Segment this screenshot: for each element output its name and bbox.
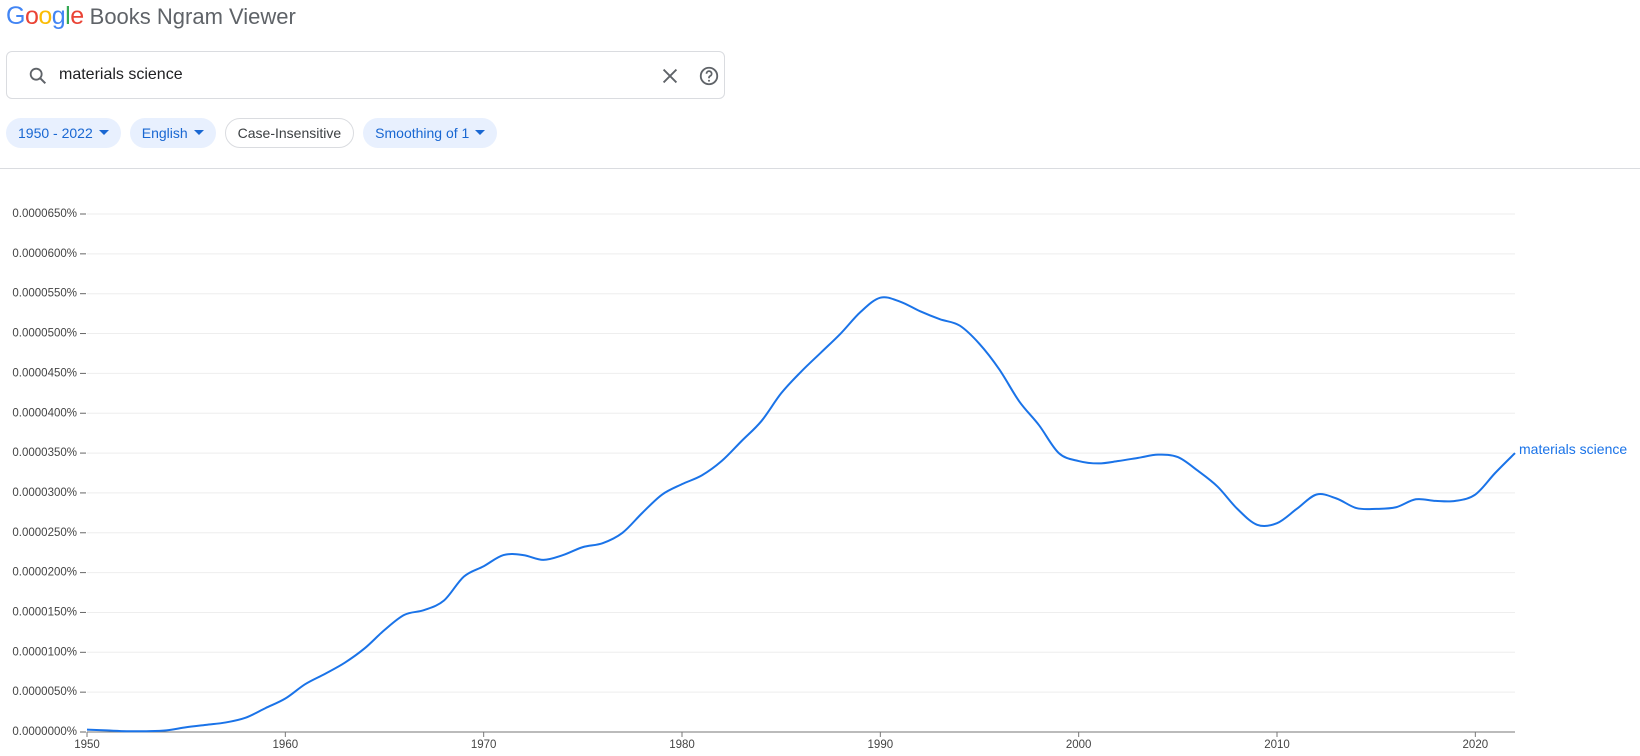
y-tick-label: 0.0000200%	[12, 567, 77, 579]
search-icon	[29, 67, 47, 85]
y-tick-label: 0.0000100%	[12, 646, 77, 658]
dropdown-arrow	[475, 130, 486, 135]
dropdown-arrow	[193, 130, 204, 135]
x-tick-label: 1970	[471, 739, 497, 751]
y-tick-label: 0.0000350%	[12, 447, 77, 459]
clear-button[interactable]	[659, 65, 681, 87]
search-box[interactable]: materials science	[6, 51, 725, 99]
x-tick-label: 2000	[1066, 739, 1092, 751]
filter-chips: 1950 - 2022 English Case-Insensitive Smo…	[6, 118, 498, 148]
y-tick-label: 0.0000400%	[12, 407, 77, 419]
y-tick-label: 0.0000450%	[12, 367, 77, 379]
logo-letter: o	[38, 2, 52, 30]
y-tick-label: 0.0000000%	[12, 726, 77, 738]
series-line	[86, 296, 1516, 733]
x-tick-label: 1980	[669, 739, 695, 751]
y-tick-label: 0.0000250%	[12, 527, 77, 539]
x-tick-label: 1950	[74, 739, 100, 751]
help-button[interactable]	[698, 65, 720, 87]
y-tick-label: 0.0000050%	[12, 686, 77, 698]
case-chip[interactable]: Case-Insensitive	[224, 118, 355, 148]
logo-word: Google	[6, 2, 84, 30]
logo-letter: o	[24, 2, 39, 30]
chip-label: English	[141, 125, 188, 141]
x-tick-label: 2010	[1264, 739, 1290, 751]
x-tick-label: 1990	[868, 739, 894, 751]
chip-label: Smoothing of 1	[375, 125, 470, 141]
search-query[interactable]: materials science	[59, 66, 183, 83]
y-tick-label: 0.0000150%	[12, 606, 77, 618]
x-tick-label: 1960	[273, 739, 299, 751]
y-tick-label: 0.0000500%	[12, 328, 77, 340]
logo-letter: G	[6, 2, 25, 30]
x-tick-label: 2020	[1463, 739, 1489, 751]
smoothing-chip[interactable]: Smoothing of 1	[363, 118, 498, 148]
y-tick-label: 0.0000650%	[12, 208, 77, 220]
logo-letter: l	[65, 2, 71, 30]
y-tick-label: 0.0000600%	[12, 248, 77, 260]
divider	[0, 168, 1640, 169]
y-tick-label: 0.0000550%	[12, 288, 77, 300]
logo-letter: e	[70, 2, 84, 30]
corpus-chip[interactable]: English	[129, 118, 216, 148]
year-range-chip[interactable]: 1950 - 2022	[6, 118, 121, 148]
chip-label: Case-Insensitive	[237, 125, 342, 141]
dropdown-arrow	[98, 130, 109, 135]
app-title: Books Ngram Viewer	[89, 4, 296, 29]
y-tick-label: 0.0000300%	[12, 487, 77, 499]
logo[interactable]: Google Books Ngram Viewer	[6, 2, 296, 31]
series-label: materials science	[1519, 441, 1627, 457]
chip-label: 1950 - 2022	[18, 125, 93, 141]
logo-letter: g	[51, 2, 66, 30]
